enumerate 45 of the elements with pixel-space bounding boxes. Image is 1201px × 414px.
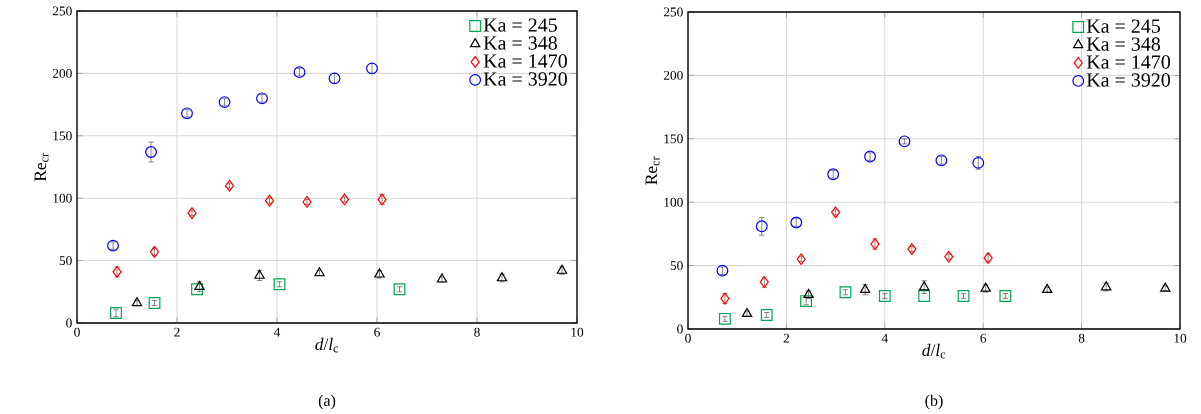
text: (b) xyxy=(925,394,943,410)
x-tick-label: 4 xyxy=(273,327,281,337)
y-tick-label: 0 xyxy=(66,318,72,328)
x-tick-label: 6 xyxy=(374,327,380,337)
x-tick-label: 2 xyxy=(783,333,790,343)
text: (a) xyxy=(318,394,336,410)
x-tick-label: 8 xyxy=(474,327,480,337)
x-axis-title: d/l$_{c}$ xyxy=(922,344,946,359)
legend-label: Ka = 245 xyxy=(483,18,557,32)
x-tick-label: 2 xyxy=(174,327,180,337)
x-tick-label: 10 xyxy=(571,327,584,337)
point xyxy=(918,290,931,303)
y-axis-title: Re$_{cr}$ xyxy=(645,156,660,185)
y-tick-label: 250 xyxy=(52,6,72,16)
y-tick-label: 200 xyxy=(663,71,683,81)
legend-label: Ka = 348 xyxy=(483,36,557,50)
y-tick-label: 100 xyxy=(664,197,683,207)
x-tick-label: 6 xyxy=(980,333,987,343)
point xyxy=(755,220,768,233)
legend-label: Ka = 3920 xyxy=(483,72,567,86)
y-tick-label: 100 xyxy=(53,193,72,203)
point xyxy=(302,196,312,209)
point xyxy=(944,250,954,263)
x-tick-label: 8 xyxy=(1078,333,1085,343)
y-tick-label: 200 xyxy=(52,69,72,79)
legend-label: Ka = 245 xyxy=(1086,19,1161,34)
y-tick-label: 50 xyxy=(670,261,683,271)
point xyxy=(264,194,275,207)
x-tick-label: 10 xyxy=(1174,333,1187,343)
legend-label: Ka = 1470 xyxy=(483,54,567,68)
x-tick-label: 0 xyxy=(74,327,80,337)
x-tick-label: 4 xyxy=(881,333,888,343)
y-tick-label: 50 xyxy=(59,256,72,266)
point xyxy=(224,179,235,192)
y-tick-label: 250 xyxy=(663,7,683,17)
x-tick-label: 0 xyxy=(685,333,691,343)
point xyxy=(145,146,157,159)
y-axis-title: Re$_{cr}$ xyxy=(34,153,49,182)
x-axis-title: d/l$_{c}$ xyxy=(315,338,339,353)
y-tick-label: 150 xyxy=(53,131,72,141)
point xyxy=(191,283,203,296)
legend-label: Ka = 3920 xyxy=(1086,73,1171,87)
legend-label: Ka = 348 xyxy=(1086,37,1161,51)
legend-label: Ka = 1470 xyxy=(1086,55,1171,69)
y-tick-label: 150 xyxy=(664,134,683,144)
